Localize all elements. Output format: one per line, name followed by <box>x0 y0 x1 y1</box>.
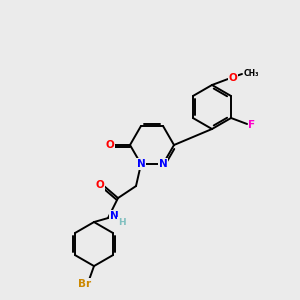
Text: Br: Br <box>78 279 92 289</box>
Text: H: H <box>118 218 126 226</box>
Text: N: N <box>136 159 146 169</box>
Text: F: F <box>248 120 256 130</box>
Text: O: O <box>96 180 104 190</box>
Text: N: N <box>159 159 167 169</box>
Text: CH₃: CH₃ <box>244 70 260 79</box>
Text: O: O <box>106 140 114 150</box>
Text: O: O <box>229 73 237 83</box>
Text: N: N <box>110 211 118 221</box>
